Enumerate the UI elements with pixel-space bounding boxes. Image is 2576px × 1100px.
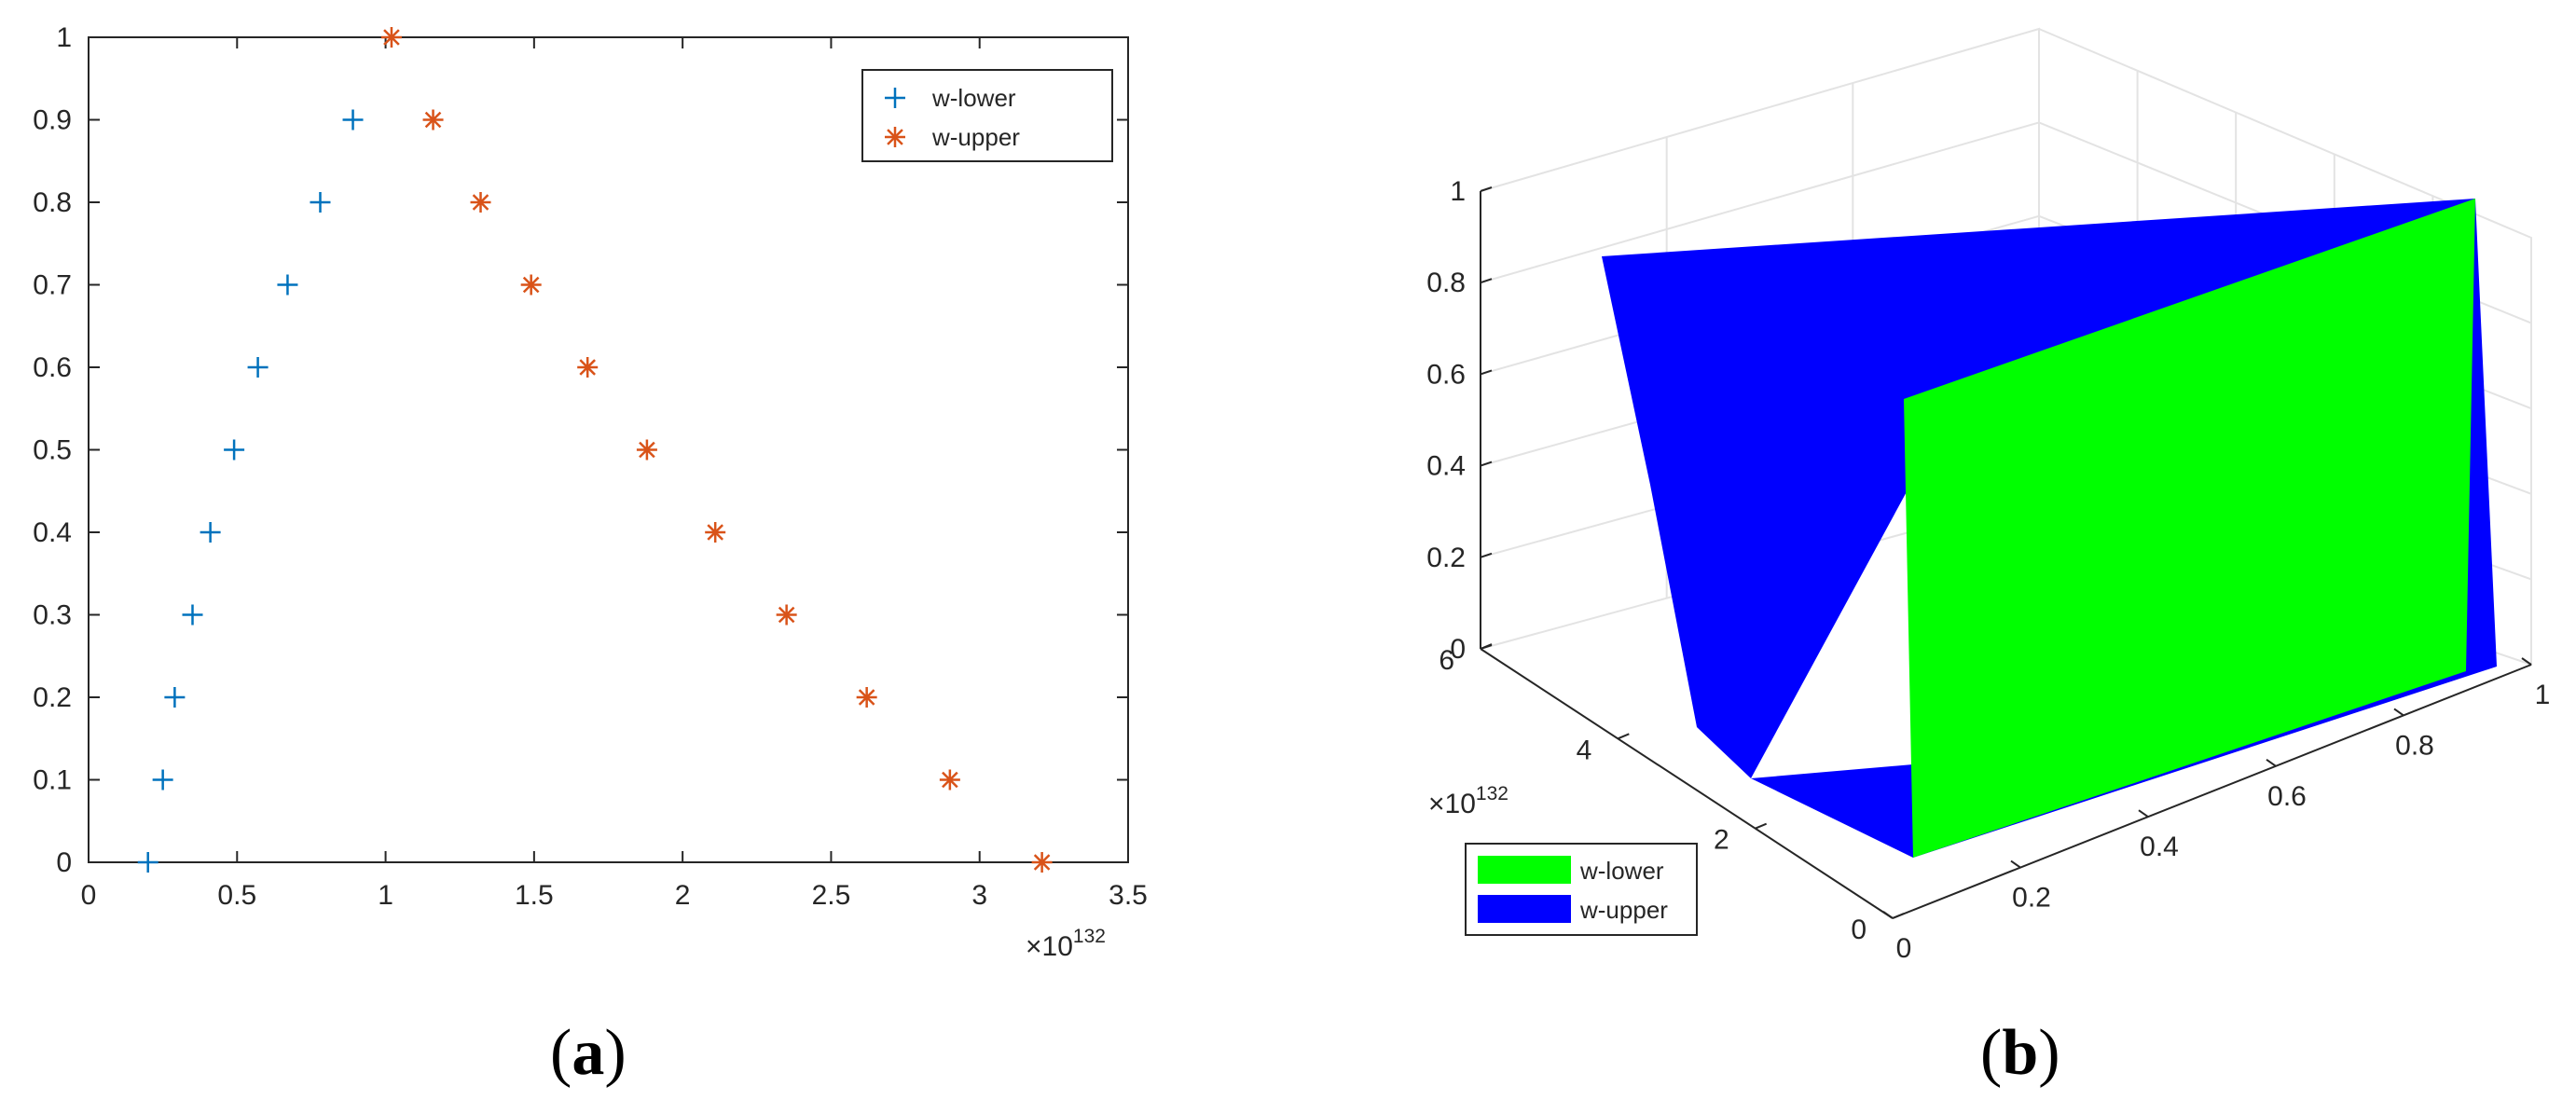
upper-point xyxy=(705,522,726,543)
legend-marker-upper xyxy=(885,127,905,147)
upper-point xyxy=(856,687,877,708)
upper-point xyxy=(1031,852,1053,873)
panel-caption-b: (b) xyxy=(1980,1017,2060,1089)
x-tick-label: 0.4 xyxy=(2140,832,2179,862)
legend-swatch-lower xyxy=(1478,856,1571,884)
legend-label: w-lower xyxy=(1579,857,1664,885)
upper-point xyxy=(636,439,657,461)
lower-point xyxy=(137,852,158,873)
z-tick-label: 0 xyxy=(1450,634,1466,665)
upper-point xyxy=(470,192,491,213)
upper-point xyxy=(380,27,402,48)
legend-label: w-upper xyxy=(931,123,1020,151)
upper-point xyxy=(520,274,542,296)
x-tick-label: 2.5 xyxy=(812,880,851,911)
x-tick-label: 0 xyxy=(1896,933,1912,964)
legend-a: w-lower w-upper xyxy=(861,69,1113,162)
x-tick-label: 0.5 xyxy=(217,880,256,911)
x-tick-label: 0.8 xyxy=(2395,730,2434,761)
legend-b: w-lower w-upper xyxy=(1465,843,1698,936)
y-tick-label: 0.8 xyxy=(33,187,72,218)
scatter-points-a xyxy=(137,27,1053,873)
lower-point xyxy=(247,357,269,378)
y-tick-label: 4 xyxy=(1577,735,1592,765)
x-tick-label: 3.5 xyxy=(1109,880,1148,911)
lower-point xyxy=(277,274,298,296)
y-tick-label: 0.6 xyxy=(33,352,72,383)
z-tick-label: 1 xyxy=(1450,176,1466,207)
z-tick-label: 0.4 xyxy=(1426,451,1466,482)
panel-caption-a: (a) xyxy=(550,1017,627,1089)
y-tick-label: 0 xyxy=(1851,914,1867,945)
y-tick-label: 0.4 xyxy=(33,517,72,548)
surface-lower xyxy=(1904,199,2475,858)
y-tick-label: 0.2 xyxy=(33,682,72,713)
legend-box-a xyxy=(861,69,1113,162)
tick-marks-a xyxy=(88,36,1129,863)
legend-label: w-upper xyxy=(1579,896,1668,924)
y-tick-label: 0.7 xyxy=(33,270,72,301)
x-tick-label: 1 xyxy=(2535,680,2551,710)
upper-point xyxy=(422,109,444,131)
lower-point xyxy=(164,687,186,708)
lower-point xyxy=(182,604,203,626)
y-axis-line xyxy=(1480,648,1894,919)
x-tick-label: 3 xyxy=(971,880,987,911)
x-axis-line xyxy=(1892,664,2532,919)
y-tick-labels-a: 0 0.1 0.2 0.3 0.4 0.5 0.6 0.7 0.8 0.9 1 xyxy=(33,22,72,878)
z-tick-label: 0.8 xyxy=(1426,268,1466,298)
lower-point xyxy=(152,769,173,791)
y-exponent-b: ×10132 xyxy=(1428,783,1508,819)
y-tick-label: 0.1 xyxy=(33,765,72,796)
x-tick-label: 1.5 xyxy=(515,880,554,911)
lower-point xyxy=(200,522,221,543)
lower-point xyxy=(342,109,364,131)
x-tick-label: 0.6 xyxy=(2267,781,2307,812)
x-tick-label: 0.2 xyxy=(2012,883,2051,914)
upper-point xyxy=(577,357,599,378)
scatter-chart-panel: 0 0.5 1 1.5 2 2.5 3 3.5 00.10.20.30.40.50.60.70… xyxy=(33,22,1148,1089)
legend-label: w-lower xyxy=(931,84,1016,112)
z-tick-label: 0.6 xyxy=(1426,359,1466,390)
upper-point xyxy=(939,769,960,791)
lower-point xyxy=(224,439,245,461)
x-exponent-a: ×10132 xyxy=(1026,926,1106,962)
x-tick-labels-a: 0 0.5 1 1.5 2 2.5 3 3.5 xyxy=(81,880,1148,911)
surface-upper xyxy=(1602,199,2475,778)
x-tick-label: 1 xyxy=(378,880,393,911)
upper-point xyxy=(776,604,797,626)
y-tick-label: 0.9 xyxy=(33,105,72,136)
y-tick-label: 0.5 xyxy=(33,435,72,466)
legend-marker-lower xyxy=(885,88,905,108)
z-tick-label: 0.2 xyxy=(1426,543,1466,573)
y-tick-label: 0 xyxy=(56,847,72,878)
y-tick-label: 0.3 xyxy=(33,600,72,631)
y-tick-label: 2 xyxy=(1714,825,1729,856)
y-tick-label: 1 xyxy=(56,22,72,53)
x-tick-label: 0 xyxy=(81,880,97,911)
x-tick-label: 2 xyxy=(675,880,691,911)
y-tick-label: 6 xyxy=(1439,645,1454,676)
legend-swatch-upper xyxy=(1478,895,1571,923)
lower-point xyxy=(310,192,331,213)
